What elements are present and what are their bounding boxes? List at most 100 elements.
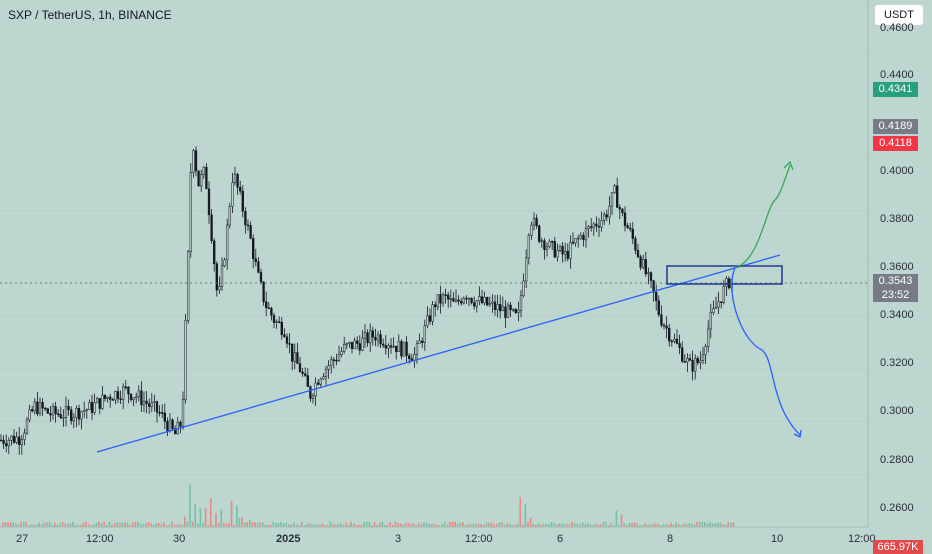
volume-bar (189, 484, 191, 527)
time-axis-label: 6 (557, 533, 564, 545)
volume-bar (449, 521, 451, 527)
volume-bar (191, 521, 194, 527)
candle-body (699, 360, 702, 364)
volume-bar (64, 523, 66, 527)
candle-body (12, 435, 16, 443)
candle-body (23, 432, 26, 440)
candle-body (296, 352, 299, 364)
volume-bar (717, 522, 719, 527)
candle-body (545, 246, 549, 250)
volume-bar (584, 524, 586, 527)
ascending-trendline[interactable] (96, 254, 781, 453)
candle-body (509, 304, 512, 311)
volume-bar (644, 523, 646, 527)
low-price-tag: 0.4118 (873, 136, 918, 151)
volume-bar (451, 521, 454, 527)
candle-body (657, 300, 660, 315)
volume-bar (402, 524, 404, 527)
volume-bar (225, 523, 228, 527)
volume-bar (483, 524, 485, 527)
candle-body (413, 354, 416, 361)
currency-button[interactable]: USDT (874, 4, 924, 26)
volume-bar (636, 523, 638, 527)
volume-bar (631, 523, 633, 527)
candle-body (252, 238, 255, 259)
volume-bar (155, 523, 157, 527)
volume-bar (345, 522, 347, 527)
volume-bar (613, 525, 615, 527)
volume-bar (262, 522, 264, 527)
candle-body (223, 259, 226, 267)
price-axis-label: 0.3000 (880, 405, 914, 417)
candle-body (31, 409, 34, 412)
volume-bar (106, 525, 108, 527)
candle-body (194, 150, 198, 172)
volume-bar (683, 523, 685, 527)
volume-bar (12, 522, 14, 527)
candle-body (621, 208, 624, 214)
candle-body (478, 296, 481, 302)
candle-body (265, 301, 268, 308)
volume-bar (301, 522, 303, 527)
candle-body (163, 412, 166, 422)
candle-body (270, 307, 273, 316)
volume-bar (77, 524, 79, 527)
candle-body (129, 393, 133, 400)
volume-bar (542, 524, 545, 527)
volume-bar (607, 525, 610, 527)
candle-body (343, 343, 346, 352)
volume-bar (454, 521, 456, 527)
volume-bar (386, 524, 389, 527)
candle-body (376, 334, 380, 341)
volume-bar (145, 523, 147, 527)
volume-bar (126, 522, 129, 527)
volume-bar (646, 524, 649, 527)
volume-bar (501, 522, 503, 527)
candle-body (254, 258, 257, 263)
candle-body (532, 217, 536, 226)
volume-bar (537, 523, 540, 527)
candle-body (244, 211, 247, 226)
resistance-box[interactable] (666, 265, 783, 285)
volume-bar (275, 522, 277, 527)
candle-body (470, 297, 473, 304)
candle-body (681, 347, 684, 362)
price-axis-label: 0.2600 (880, 502, 914, 514)
candle-body (259, 272, 263, 283)
candle-body (166, 421, 169, 432)
volume-bar (714, 523, 716, 527)
volume-bar (597, 524, 599, 527)
candle-body (93, 402, 96, 413)
candle-body (535, 217, 538, 227)
candle-body (587, 226, 590, 229)
volume-bar (87, 524, 90, 527)
volume-bar (561, 523, 563, 527)
candle-body (584, 228, 588, 241)
volume-bar (488, 522, 490, 527)
candle-body (101, 394, 104, 409)
volume-bar (470, 524, 472, 527)
candle-body (64, 406, 68, 418)
volume-bar (639, 525, 641, 527)
candle-body (642, 259, 645, 268)
candle-body (447, 294, 450, 300)
volume-bar (121, 522, 124, 527)
candle-body (189, 172, 192, 252)
volume-bar (340, 523, 342, 527)
candle-body (543, 240, 546, 250)
volume-bar (654, 523, 657, 527)
candle-body (38, 402, 42, 414)
candle-body (600, 220, 603, 228)
time-axis-label: 12:00 (86, 533, 114, 545)
volume-bar (592, 524, 594, 527)
candle-body (608, 205, 611, 218)
volume-bar (701, 521, 703, 527)
candle-body (569, 241, 572, 259)
candle-body (382, 343, 385, 346)
candle-body (44, 407, 47, 410)
candle-body (114, 391, 117, 401)
volume-bar (529, 517, 532, 527)
volume-bar (334, 524, 337, 527)
candle-body (187, 251, 190, 321)
